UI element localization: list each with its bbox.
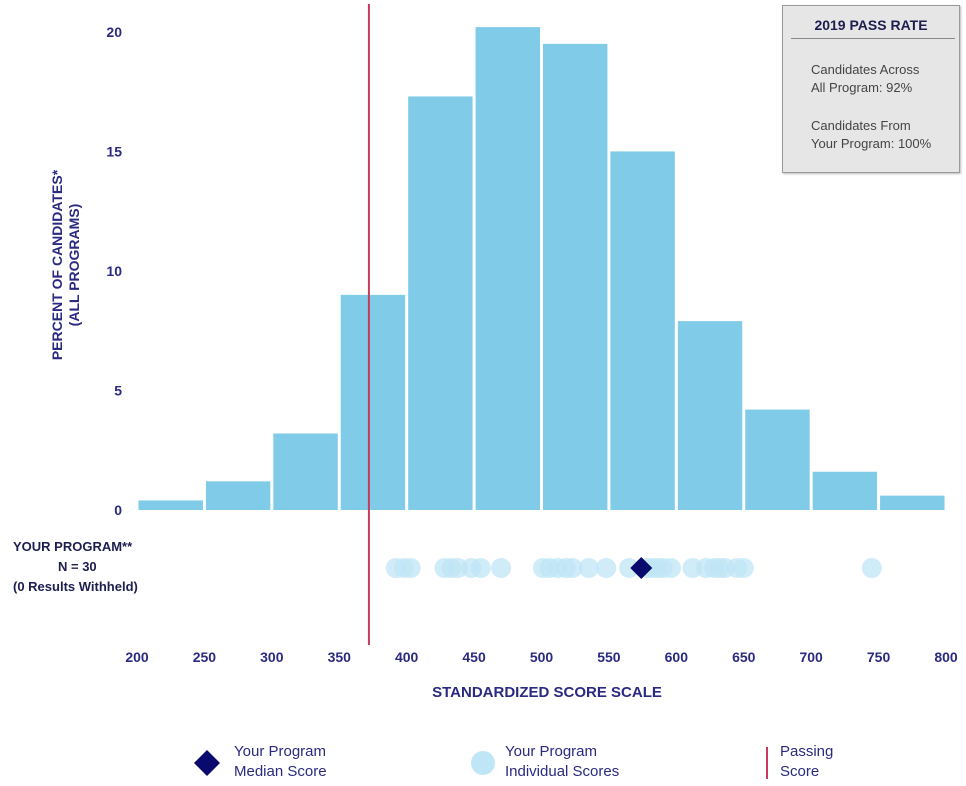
pass-rate-all-line1: Candidates Across <box>811 62 920 77</box>
y-axis-label-line1: PERCENT OF CANDIDATES* <box>49 169 65 360</box>
y-tick-label: 15 <box>106 143 122 159</box>
individual-score-dot <box>400 558 421 578</box>
individual-score-dot <box>733 558 754 578</box>
histogram-bar-10 <box>745 409 810 510</box>
legend-median-line1: Your Program <box>234 743 326 760</box>
program-score-dots <box>385 558 882 578</box>
x-axis-label: STANDARDIZED SCORE SCALE <box>432 684 662 701</box>
histogram-bar-7 <box>543 43 608 510</box>
x-tick-label: 800 <box>934 649 958 665</box>
legend-passing-line1: Passing <box>780 743 834 760</box>
median-diamond <box>630 557 653 579</box>
histogram-bar-4 <box>340 294 406 510</box>
individual-scores-legend-icon <box>471 751 495 775</box>
pass-rate-box: 2019 PASS RATE Candidates Across All Pro… <box>782 5 960 173</box>
median-legend-icon <box>194 750 220 776</box>
pass-rate-all-line2: All Program: 92% <box>811 80 913 95</box>
individual-score-dot <box>619 558 640 578</box>
x-tick-label: 500 <box>530 649 554 665</box>
pass-rate-your-line2: Your Program: 100% <box>811 136 932 151</box>
legend-passing-line2: Score <box>780 763 820 780</box>
median-score-marker <box>630 557 653 579</box>
individual-score-dot <box>861 558 882 578</box>
legend-individual-line1: Your Program <box>505 743 597 760</box>
legend-median-line2: Median Score <box>234 763 327 780</box>
your-program-withheld: (0 Results Withheld) <box>13 579 138 594</box>
y-axis-ticks: 0 5 10 15 20 <box>106 24 122 518</box>
x-tick-label: 200 <box>125 649 149 665</box>
x-tick-label: 450 <box>462 649 486 665</box>
histogram-bar-6 <box>475 27 540 510</box>
x-axis-ticks: 200 250 300 350 400 450 500 550 600 650 700 750 800 <box>125 649 958 665</box>
histogram-bar-8 <box>610 151 675 510</box>
y-tick-label: 20 <box>106 24 122 40</box>
x-tick-label: 600 <box>665 649 689 665</box>
x-tick-label: 750 <box>867 649 891 665</box>
histogram-bar-3 <box>273 433 338 510</box>
x-tick-label: 300 <box>260 649 284 665</box>
individual-score-dot <box>596 558 617 578</box>
x-tick-label: 550 <box>597 649 621 665</box>
y-tick-label: 5 <box>114 382 122 398</box>
x-tick-label: 650 <box>732 649 756 665</box>
y-axis-label-line2: (ALL PROGRAMS) <box>66 204 82 327</box>
histogram-bars <box>138 27 945 510</box>
individual-score-dot <box>578 558 599 578</box>
individual-score-dot <box>491 558 512 578</box>
individual-score-dot <box>660 558 681 578</box>
x-tick-label: 350 <box>328 649 352 665</box>
histogram-bar-12 <box>880 495 945 510</box>
individual-score-dot <box>470 558 491 578</box>
legend-individual-line2: Individual Scores <box>505 763 620 780</box>
histogram-bar-1 <box>138 500 203 510</box>
pass-rate-divider <box>791 38 955 39</box>
histogram-bar-5 <box>408 96 473 510</box>
histogram-bar-11 <box>812 471 878 510</box>
histogram-bar-2 <box>205 481 271 510</box>
y-tick-label: 0 <box>114 502 122 518</box>
your-program-label: YOUR PROGRAM** <box>13 539 133 554</box>
x-tick-label: 400 <box>395 649 419 665</box>
your-program-n: N = 30 <box>58 559 97 574</box>
histogram-bar-9 <box>677 321 743 510</box>
y-tick-label: 10 <box>106 263 122 279</box>
individual-score-dot <box>562 558 583 578</box>
x-tick-label: 250 <box>193 649 217 665</box>
passing-score-legend-icon <box>766 747 768 779</box>
pass-rate-your-line1: Candidates From <box>811 118 911 133</box>
x-tick-label: 700 <box>799 649 823 665</box>
pass-rate-title: 2019 PASS RATE <box>814 17 928 33</box>
